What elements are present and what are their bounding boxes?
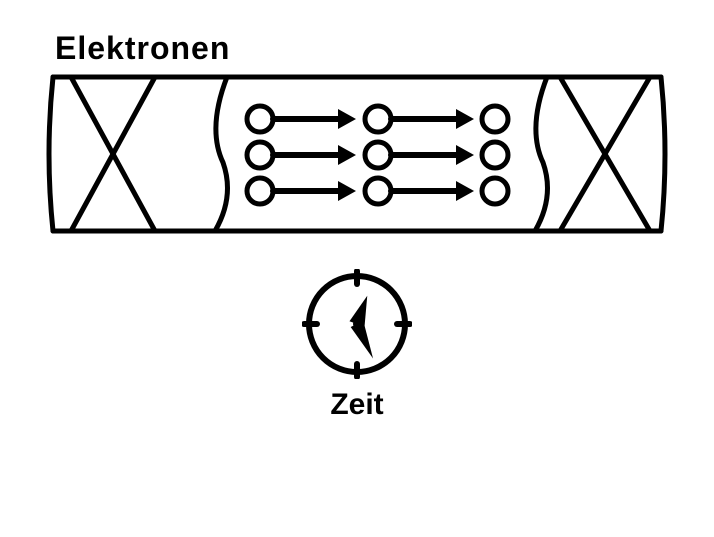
clock-icon (302, 269, 412, 379)
wire-diagram (45, 69, 669, 239)
clock-label: Zeit (45, 388, 669, 422)
title-label: Elektronen (55, 30, 669, 67)
clock-section: Zeit (45, 269, 669, 422)
diagram-container: Elektronen Zeit (45, 30, 669, 422)
